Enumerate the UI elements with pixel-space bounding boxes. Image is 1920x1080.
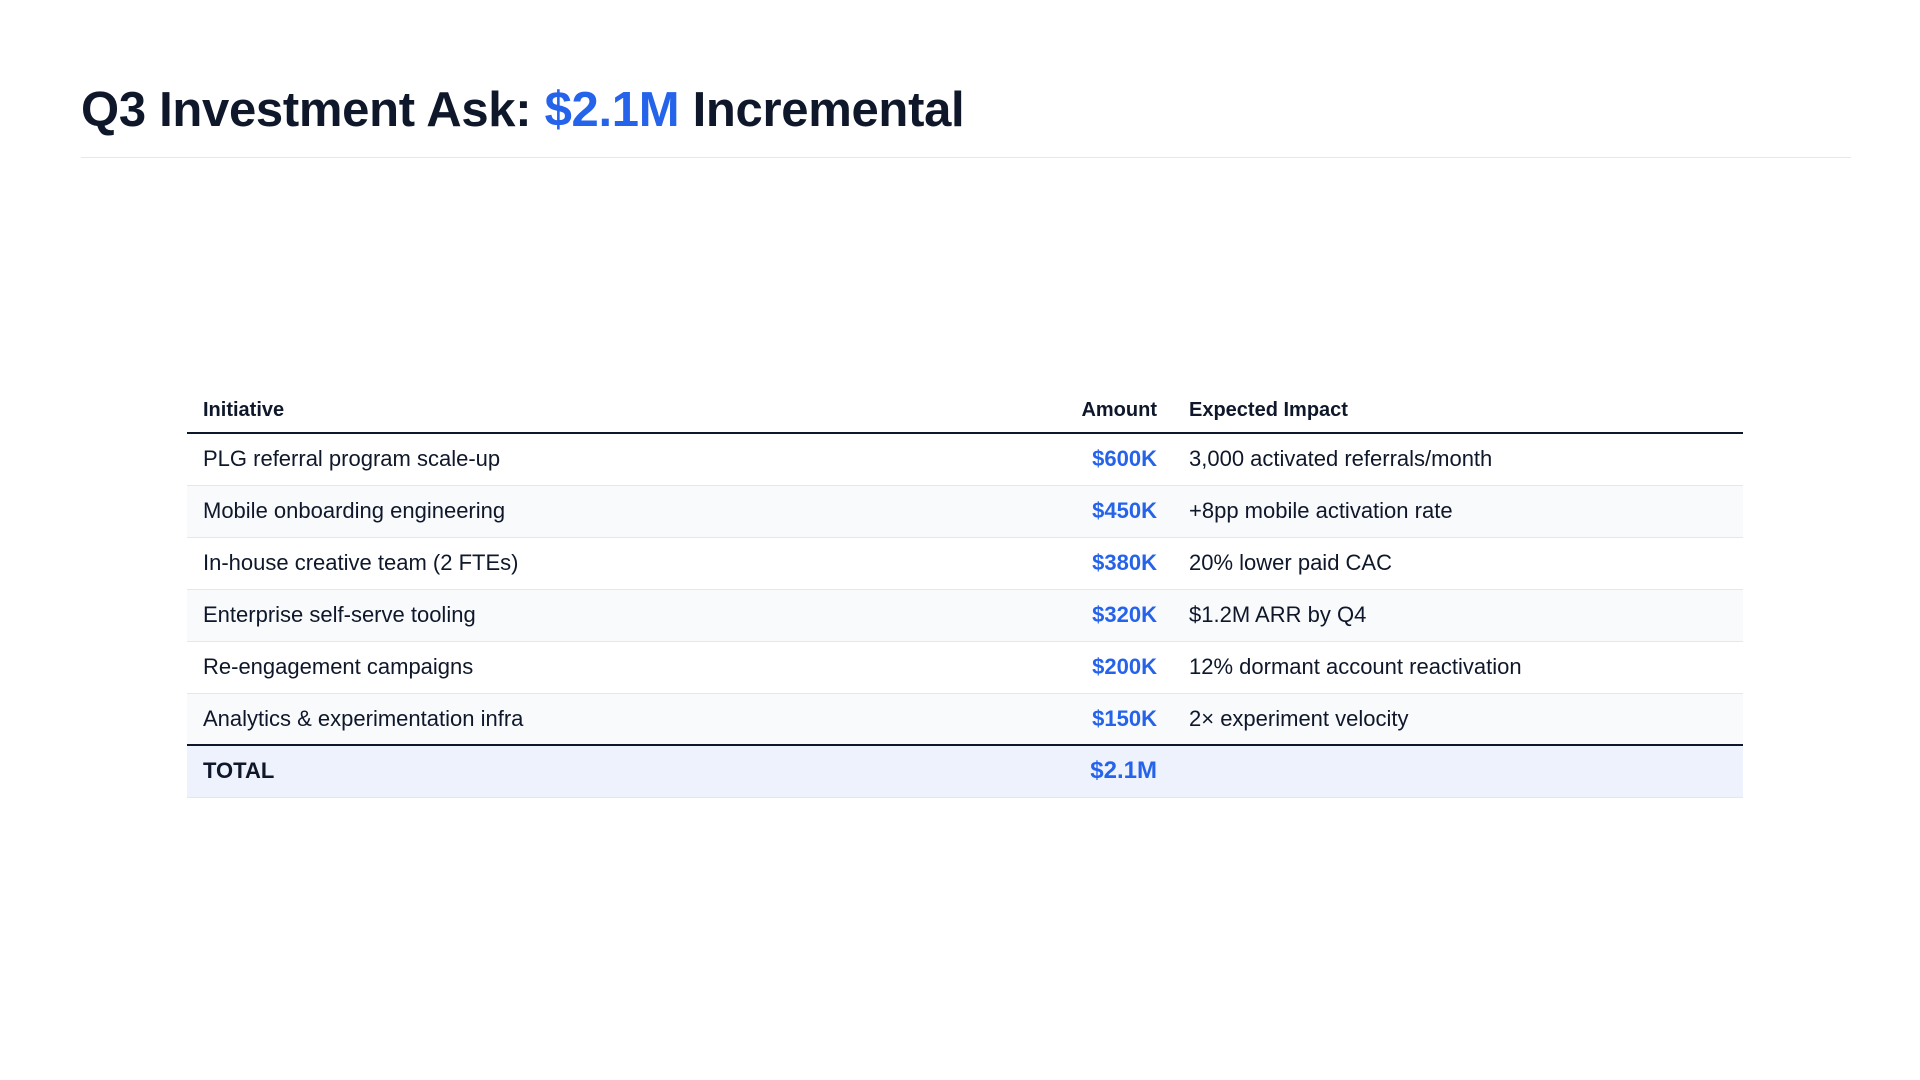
table-header-row: Initiative Amount Expected Impact [187,388,1743,434]
amount-cell: $150K [977,693,1173,746]
slide-header: Q3 Investment Ask: $2.1M Incremental [81,78,1851,158]
table-row: Analytics & experimentation infra $150K … [187,693,1743,746]
impact-cell: 20% lower paid CAC [1173,537,1743,590]
total-row: TOTAL $2.1M [187,745,1743,798]
column-header-impact: Expected Impact [1173,388,1743,434]
investment-table-container: Initiative Amount Expected Impact PLG re… [187,388,1743,798]
impact-cell: 2× experiment velocity [1173,693,1743,746]
investment-table: Initiative Amount Expected Impact PLG re… [187,388,1743,798]
column-header-initiative: Initiative [187,388,977,434]
total-amount: $2.1M [977,745,1173,798]
amount-cell: $450K [977,485,1173,538]
impact-cell: $1.2M ARR by Q4 [1173,589,1743,642]
initiative-cell: Mobile onboarding engineering [187,485,977,538]
column-header-amount: Amount [977,388,1173,434]
table-row: Re-engagement campaigns $200K 12% dorman… [187,641,1743,694]
amount-cell: $200K [977,641,1173,694]
table-row: In-house creative team (2 FTEs) $380K 20… [187,537,1743,590]
initiative-cell: Re-engagement campaigns [187,641,977,694]
initiative-cell: PLG referral program scale-up [187,433,977,486]
impact-cell: 12% dormant account reactivation [1173,641,1743,694]
table-row: PLG referral program scale-up $600K 3,00… [187,433,1743,486]
initiative-cell: Analytics & experimentation infra [187,693,977,746]
title-accent-amount: $2.1M [544,83,680,137]
slide-title: Q3 Investment Ask: $2.1M Incremental [81,78,1851,142]
initiative-cell: Enterprise self-serve tooling [187,589,977,642]
title-prefix: Q3 Investment Ask: [81,83,545,137]
total-label: TOTAL [187,745,977,798]
title-suffix: Incremental [679,83,965,137]
initiative-cell: In-house creative team (2 FTEs) [187,537,977,590]
total-impact-cell [1173,745,1743,798]
amount-cell: $320K [977,589,1173,642]
impact-cell: 3,000 activated referrals/month [1173,433,1743,486]
amount-cell: $600K [977,433,1173,486]
table-row: Enterprise self-serve tooling $320K $1.2… [187,589,1743,642]
amount-cell: $380K [977,537,1173,590]
table-row: Mobile onboarding engineering $450K +8pp… [187,485,1743,538]
impact-cell: +8pp mobile activation rate [1173,485,1743,538]
